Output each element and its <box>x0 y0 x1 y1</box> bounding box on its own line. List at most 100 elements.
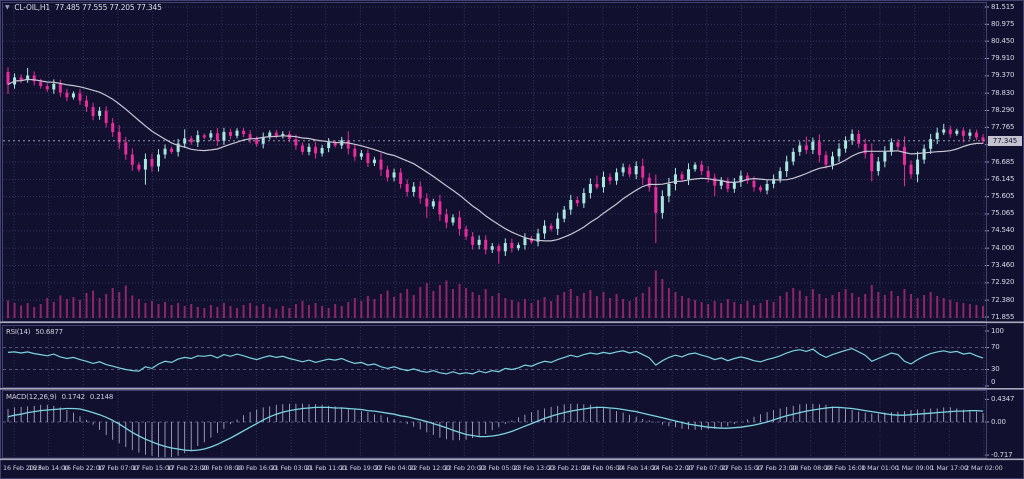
volume-bar <box>517 302 520 318</box>
candle-body <box>117 132 121 143</box>
candle-body <box>935 132 939 139</box>
volume-bar <box>144 303 147 318</box>
volume-bar <box>687 298 690 318</box>
volume-bar <box>510 300 513 318</box>
volume-bar <box>641 293 644 318</box>
candle-body <box>889 142 893 152</box>
volume-bar <box>13 303 16 318</box>
pane-separator[interactable] <box>0 458 1024 461</box>
candle-body <box>732 182 736 189</box>
volume-bar <box>26 303 29 318</box>
candle-body <box>477 239 481 245</box>
volume-bar <box>811 289 814 318</box>
volume-bar <box>733 302 736 318</box>
volume-bar <box>962 303 965 318</box>
collapse-triangle-icon[interactable]: ▼ <box>5 4 10 11</box>
candle-body <box>654 187 658 213</box>
volume-bar <box>550 301 553 318</box>
candle-body <box>353 148 357 157</box>
symbol-period-label: CL-OIL,H1 <box>14 3 50 12</box>
volume-bar <box>46 298 49 318</box>
volume-bar <box>386 290 389 318</box>
volume-bar <box>275 309 278 318</box>
volume-bar <box>661 279 664 318</box>
volume-bar <box>124 285 127 318</box>
volume-bar <box>563 292 566 318</box>
candle-body <box>32 75 36 82</box>
candle-body <box>942 129 946 133</box>
volume-bar <box>379 294 382 318</box>
rsi-name: RSI(14) <box>6 328 31 336</box>
candle-body <box>804 145 808 150</box>
volume-bar <box>602 292 605 318</box>
volume-bar <box>157 304 160 318</box>
candle-body <box>902 146 906 165</box>
volume-bar <box>301 301 304 318</box>
volume-bar <box>726 299 729 318</box>
candle-body <box>26 75 30 80</box>
volume-bar <box>458 284 461 318</box>
rsi-value: 50.6877 <box>35 328 63 336</box>
candle-body <box>327 142 331 149</box>
candle-body <box>916 159 920 175</box>
volume-bar <box>229 306 232 318</box>
volume-bar <box>203 308 206 318</box>
candle-body <box>726 180 730 189</box>
volume-bar <box>262 304 265 318</box>
candle-body <box>143 159 147 170</box>
volume-bar <box>137 299 140 318</box>
volume-bar <box>438 285 441 318</box>
rsi-pane-border <box>2 325 987 388</box>
volume-bar <box>838 292 841 318</box>
candle-body <box>405 184 409 192</box>
candle-body <box>111 123 115 132</box>
pane-separator[interactable] <box>0 388 1024 390</box>
volume-bar <box>78 300 81 318</box>
volume-bar <box>589 290 592 318</box>
volume-bar <box>556 295 559 318</box>
volume-bar <box>347 302 350 318</box>
volume-bar <box>818 294 821 318</box>
volume-bar <box>118 292 121 318</box>
candle-body <box>844 140 848 149</box>
volume-bar <box>582 293 585 318</box>
volume-bar <box>504 298 507 318</box>
candle-body <box>386 169 390 178</box>
time-axis[interactable] <box>0 461 1024 479</box>
volume-bar <box>419 287 422 318</box>
candle-body <box>693 164 697 170</box>
candle-body <box>235 130 239 136</box>
candle-body <box>667 184 671 197</box>
candle-body <box>209 133 213 138</box>
candle-body <box>543 225 547 234</box>
volume-bar <box>72 297 75 318</box>
candle-body <box>170 148 174 152</box>
candle-body <box>634 166 638 175</box>
volume-bar <box>314 303 317 318</box>
candle-body <box>412 186 416 192</box>
volume-bar <box>870 285 873 318</box>
volume-bar <box>308 305 311 318</box>
volume-bar <box>497 293 500 318</box>
volume-bar <box>982 306 984 318</box>
candle-body <box>58 83 62 93</box>
volume-bar <box>576 296 579 318</box>
volume-bar <box>654 270 657 318</box>
volume-bar <box>707 304 710 318</box>
candle-body <box>150 159 154 167</box>
volume-bar <box>52 302 55 318</box>
candle-body <box>811 141 815 150</box>
candle-body <box>817 141 821 156</box>
candle-body <box>228 132 232 136</box>
candle-body <box>176 143 180 152</box>
pane-separator[interactable] <box>0 321 1024 324</box>
candle-body <box>379 159 383 170</box>
candle-body <box>974 132 978 138</box>
candle-body <box>490 246 494 250</box>
macd-name: MACD(12,26,9) <box>6 393 57 401</box>
volume-bar <box>177 303 180 318</box>
volume-bar <box>98 298 101 318</box>
candle-body <box>104 110 108 123</box>
volume-bar <box>739 304 742 318</box>
